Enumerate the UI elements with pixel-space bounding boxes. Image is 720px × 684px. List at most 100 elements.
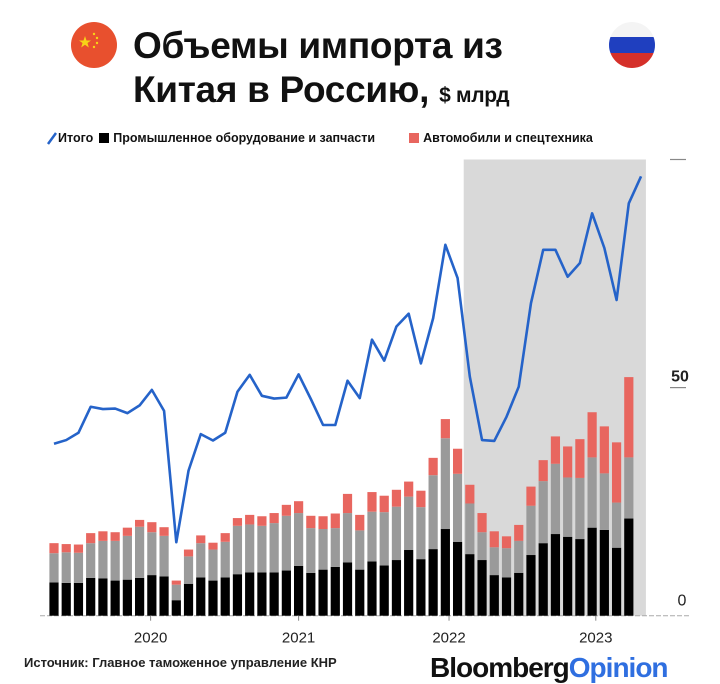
- bar-segment-0: [159, 576, 168, 615]
- bar-segment-0: [429, 549, 438, 616]
- bar-segment-2: [441, 419, 450, 438]
- x-tick-label: 2022: [432, 630, 465, 647]
- bar-segment-0: [111, 581, 120, 616]
- bar-segment-1: [123, 536, 132, 580]
- bar-segment-1: [465, 503, 474, 554]
- bar-segment-2: [135, 520, 144, 527]
- bar-segment-2: [282, 505, 291, 516]
- bar-segment-0: [526, 555, 535, 616]
- bar-segment-0: [233, 574, 242, 616]
- bar-segment-2: [318, 516, 327, 529]
- bar-segment-2: [367, 492, 376, 512]
- bar-segment-2: [331, 514, 340, 529]
- bar-segment-1: [588, 457, 597, 527]
- bar-segment-0: [86, 578, 95, 616]
- bar-segment-2: [380, 496, 389, 512]
- bar-segment-0: [49, 582, 58, 615]
- bar-segment-1: [404, 497, 413, 550]
- bar-segment-0: [490, 575, 499, 616]
- bar-segment-1: [539, 481, 548, 543]
- bar-segment-1: [147, 532, 156, 575]
- bar-segment-0: [318, 570, 327, 616]
- bar-segment-0: [294, 566, 303, 616]
- bar-segment-2: [600, 426, 609, 473]
- bar-segment-1: [367, 512, 376, 562]
- bar-segment-2: [502, 536, 511, 548]
- logo-part-1: Bloomberg: [430, 652, 569, 683]
- bar-segment-1: [257, 526, 266, 573]
- bar-segment-1: [514, 541, 523, 573]
- bar-segment-1: [62, 552, 71, 583]
- bar-segment-1: [477, 532, 486, 560]
- bar-segment-1: [392, 507, 401, 560]
- bar-segment-0: [282, 571, 291, 616]
- bar-segment-2: [392, 490, 401, 507]
- bar-segment-2: [111, 532, 120, 541]
- bar-segment-0: [270, 572, 279, 615]
- bar-segment-0: [135, 578, 144, 616]
- bar-segment-2: [86, 533, 95, 543]
- bar-segment-0: [551, 534, 560, 616]
- bar-segment-0: [172, 600, 181, 616]
- bar-segment-0: [98, 578, 107, 615]
- bar-segment-0: [196, 577, 205, 615]
- bar-segment-1: [221, 542, 230, 578]
- x-tick-label: 2020: [134, 630, 167, 647]
- bar-segment-1: [208, 550, 217, 581]
- bar-segment-0: [563, 537, 572, 616]
- bar-segment-0: [416, 559, 425, 616]
- bar-segment-2: [551, 436, 560, 463]
- bar-segment-2: [62, 544, 71, 552]
- bar-segment-0: [514, 573, 523, 616]
- bar-segment-0: [600, 530, 609, 616]
- bar-segment-2: [588, 412, 597, 457]
- bar-segment-2: [563, 446, 572, 477]
- bar-segment-1: [502, 548, 511, 577]
- bar-segment-1: [282, 516, 291, 571]
- bar-segment-1: [245, 524, 254, 572]
- bar-segment-1: [318, 529, 327, 570]
- bar-segment-2: [416, 491, 425, 507]
- bar-segment-2: [612, 442, 621, 502]
- x-tick-label: 2023: [579, 630, 612, 647]
- bar-segment-1: [380, 512, 389, 565]
- bar-segment-2: [257, 516, 266, 526]
- bar-segment-2: [526, 487, 535, 506]
- bar-segment-1: [306, 528, 315, 573]
- bar-segment-1: [184, 556, 193, 583]
- bar-segment-0: [392, 560, 401, 616]
- bar-segment-0: [404, 550, 413, 616]
- source-note: Источник: Главное таможенное управление …: [24, 655, 337, 670]
- bar-segment-0: [147, 575, 156, 616]
- bar-segment-2: [270, 513, 279, 523]
- bar-segment-1: [294, 513, 303, 566]
- bar-segment-2: [159, 527, 168, 536]
- bar-segment-0: [355, 570, 364, 616]
- bar-segment-1: [551, 464, 560, 534]
- bar-segment-2: [539, 460, 548, 481]
- y-tick-label: 50: [671, 369, 689, 386]
- bar-segment-2: [477, 513, 486, 532]
- bar-segment-1: [135, 527, 144, 578]
- bar-segment-2: [294, 501, 303, 513]
- bar-segment-2: [123, 528, 132, 536]
- bar-segment-1: [196, 543, 205, 577]
- bar-segment-0: [575, 539, 584, 616]
- bar-segment-1: [453, 474, 462, 542]
- bar-segment-0: [624, 519, 633, 616]
- bar-segment-2: [514, 525, 523, 541]
- bar-segment-1: [159, 536, 168, 577]
- bar-segment-2: [404, 482, 413, 497]
- bar-segment-2: [453, 449, 462, 474]
- bar-segment-0: [221, 577, 230, 615]
- bar-segment-0: [477, 560, 486, 616]
- bar-segment-2: [490, 531, 499, 547]
- bar-segment-0: [306, 573, 315, 616]
- bar-segment-2: [172, 581, 181, 585]
- bloomberg-opinion-logo: BloombergOpinion: [430, 652, 668, 684]
- bar-segment-0: [441, 529, 450, 616]
- bar-segment-1: [74, 553, 83, 583]
- bar-segment-0: [184, 584, 193, 616]
- bar-segment-0: [612, 548, 621, 616]
